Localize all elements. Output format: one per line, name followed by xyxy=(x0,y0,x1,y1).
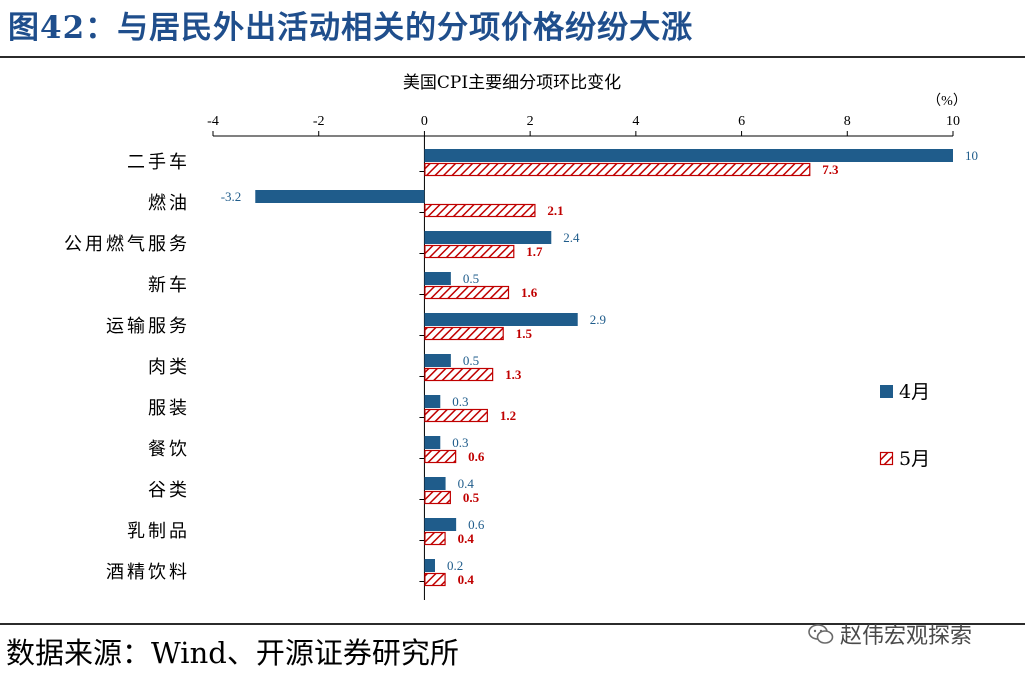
data-label: 1.6 xyxy=(521,285,538,300)
category-label: 新车 xyxy=(148,275,190,296)
category-label: 肉类 xyxy=(148,357,190,378)
data-label: 1.3 xyxy=(505,367,522,382)
x-tick-label: -2 xyxy=(313,114,325,129)
category-label: 公用燃气服务 xyxy=(64,234,190,255)
legend-swatch-april xyxy=(880,385,893,398)
category-label: 运输服务 xyxy=(106,316,190,337)
legend-swatch-may xyxy=(879,451,894,466)
bar-may xyxy=(424,572,446,587)
category-label: 燃油 xyxy=(148,193,190,214)
data-label: 0.5 xyxy=(463,353,479,368)
bar-april xyxy=(424,231,552,244)
x-tick-label: 8 xyxy=(844,114,851,129)
data-label: 0.4 xyxy=(458,531,475,546)
data-label: 0.5 xyxy=(463,490,480,505)
bar-april xyxy=(255,190,425,203)
bar-april xyxy=(424,313,578,326)
bar-may xyxy=(424,449,457,464)
category-label: 乳制品 xyxy=(127,521,190,542)
legend-label-april: 4月 xyxy=(899,381,930,403)
x-tick-label: 10 xyxy=(946,114,960,129)
top-divider xyxy=(0,56,1025,58)
watermark-text: 赵伟宏观探索 xyxy=(840,624,973,649)
bar-chart: 美国CPI主要细分项环比变化 （%） -4 -2 0 2 4 6 8 10 二手车 10 7.3 燃油… xyxy=(64,73,978,600)
bottom-divider xyxy=(0,623,1025,625)
data-label: 0.3 xyxy=(452,435,468,450)
data-label: 0.2 xyxy=(447,558,463,573)
data-label: 1.2 xyxy=(500,408,516,423)
bar-april xyxy=(424,354,451,367)
figure-title: 图42：与居民外出活动相关的分项价格纷纷大涨 xyxy=(8,10,694,46)
data-label: 1.5 xyxy=(516,326,533,341)
x-tick-label: 4 xyxy=(632,114,639,129)
data-label: 0.4 xyxy=(458,476,475,491)
data-label: 10 xyxy=(965,148,978,163)
data-label: 0.6 xyxy=(468,449,485,464)
data-label: 0.3 xyxy=(452,394,468,409)
bar-may xyxy=(424,326,504,341)
data-label: 0.4 xyxy=(458,572,475,587)
category-label: 谷类 xyxy=(148,480,190,501)
bar-april xyxy=(424,477,446,490)
data-label: 2.1 xyxy=(547,203,563,218)
data-label: -3.2 xyxy=(221,189,242,204)
bar-april xyxy=(424,149,953,162)
bar-april xyxy=(424,272,451,285)
bar-may xyxy=(424,367,494,382)
watermark: 赵伟宏观探索 xyxy=(808,618,972,650)
category-label: 餐饮 xyxy=(148,439,190,460)
data-label: 7.3 xyxy=(822,162,839,177)
data-label: 2.4 xyxy=(563,230,580,245)
bar-may xyxy=(424,285,510,300)
bar-may xyxy=(424,490,451,505)
x-tick-label: 2 xyxy=(527,114,534,129)
bar-may xyxy=(424,203,536,218)
data-label: 0.5 xyxy=(463,271,479,286)
x-tick-label: -4 xyxy=(207,114,219,129)
legend-label-may: 5月 xyxy=(899,448,930,470)
bar-april xyxy=(424,395,441,408)
x-tick-label: 6 xyxy=(738,114,745,129)
bar-may xyxy=(424,408,488,423)
category-label: 二手车 xyxy=(127,152,190,173)
chart-title: 美国CPI主要细分项环比变化 xyxy=(403,73,621,93)
bar-may xyxy=(424,162,811,177)
bar-may xyxy=(424,531,446,546)
category-label: 服装 xyxy=(148,398,190,419)
bar-april xyxy=(424,559,435,572)
bar-april xyxy=(424,518,457,531)
data-label: 2.9 xyxy=(590,312,606,327)
source-note: 数据来源：Wind、开源证券研究所 xyxy=(6,636,459,670)
bar-may xyxy=(424,244,515,259)
unit-label: （%） xyxy=(927,93,967,109)
bar-april xyxy=(424,436,441,449)
x-tick-label: 0 xyxy=(421,114,428,129)
data-label: 1.7 xyxy=(526,244,543,259)
wechat-icon xyxy=(808,624,834,644)
data-label: 0.6 xyxy=(468,517,485,532)
category-label: 酒精饮料 xyxy=(106,562,190,583)
